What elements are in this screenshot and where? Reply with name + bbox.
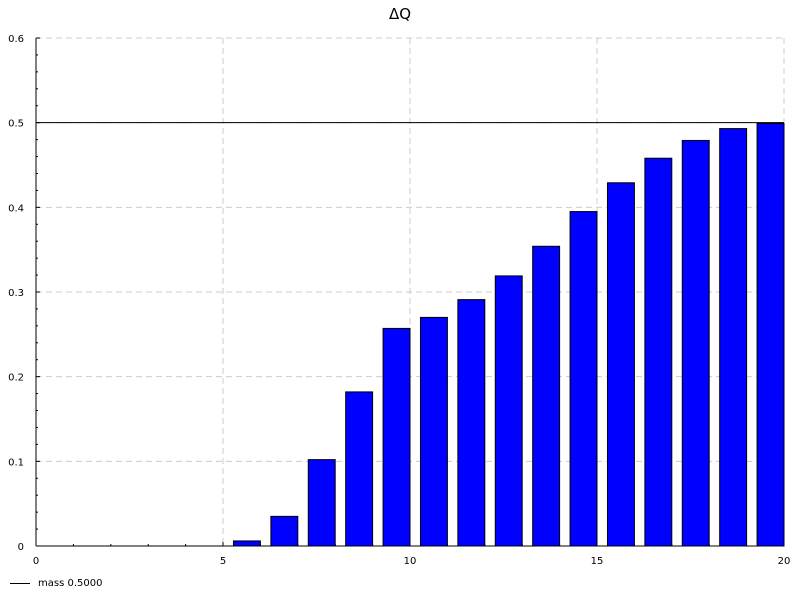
- bar: [494, 275, 523, 547]
- y-tick-label: 0: [18, 542, 24, 553]
- bar: [532, 245, 561, 547]
- x-tick-label: 20: [778, 556, 791, 567]
- x-tick-label: 15: [591, 556, 604, 567]
- y-tick-label: 0.5: [8, 119, 24, 130]
- bar: [457, 299, 486, 547]
- legend-line-swatch: [10, 583, 30, 584]
- y-tick-label: 0.3: [8, 288, 24, 299]
- bar: [719, 128, 748, 547]
- x-tick-label: 0: [33, 556, 39, 567]
- x-tick-label: 10: [404, 556, 417, 567]
- bar: [345, 391, 374, 547]
- bar: [569, 211, 598, 547]
- bar: [681, 139, 710, 547]
- bar: [419, 316, 448, 547]
- y-tick-label: 0.2: [8, 373, 24, 384]
- bar: [307, 459, 336, 547]
- y-tick-label: 0.1: [8, 457, 24, 468]
- y-tick-label: 0.4: [8, 203, 24, 214]
- bar: [644, 157, 673, 547]
- bar: [382, 327, 411, 547]
- y-tick-label: 0.6: [8, 34, 24, 45]
- bar: [756, 123, 785, 547]
- legend-label: mass 0.5000: [38, 578, 103, 589]
- x-tick-label: 5: [220, 556, 226, 567]
- bar: [232, 540, 261, 547]
- bar: [606, 182, 635, 547]
- bar: [270, 515, 299, 547]
- chart-title: ΔQ: [388, 5, 412, 23]
- legend: mass 0.5000: [10, 578, 102, 589]
